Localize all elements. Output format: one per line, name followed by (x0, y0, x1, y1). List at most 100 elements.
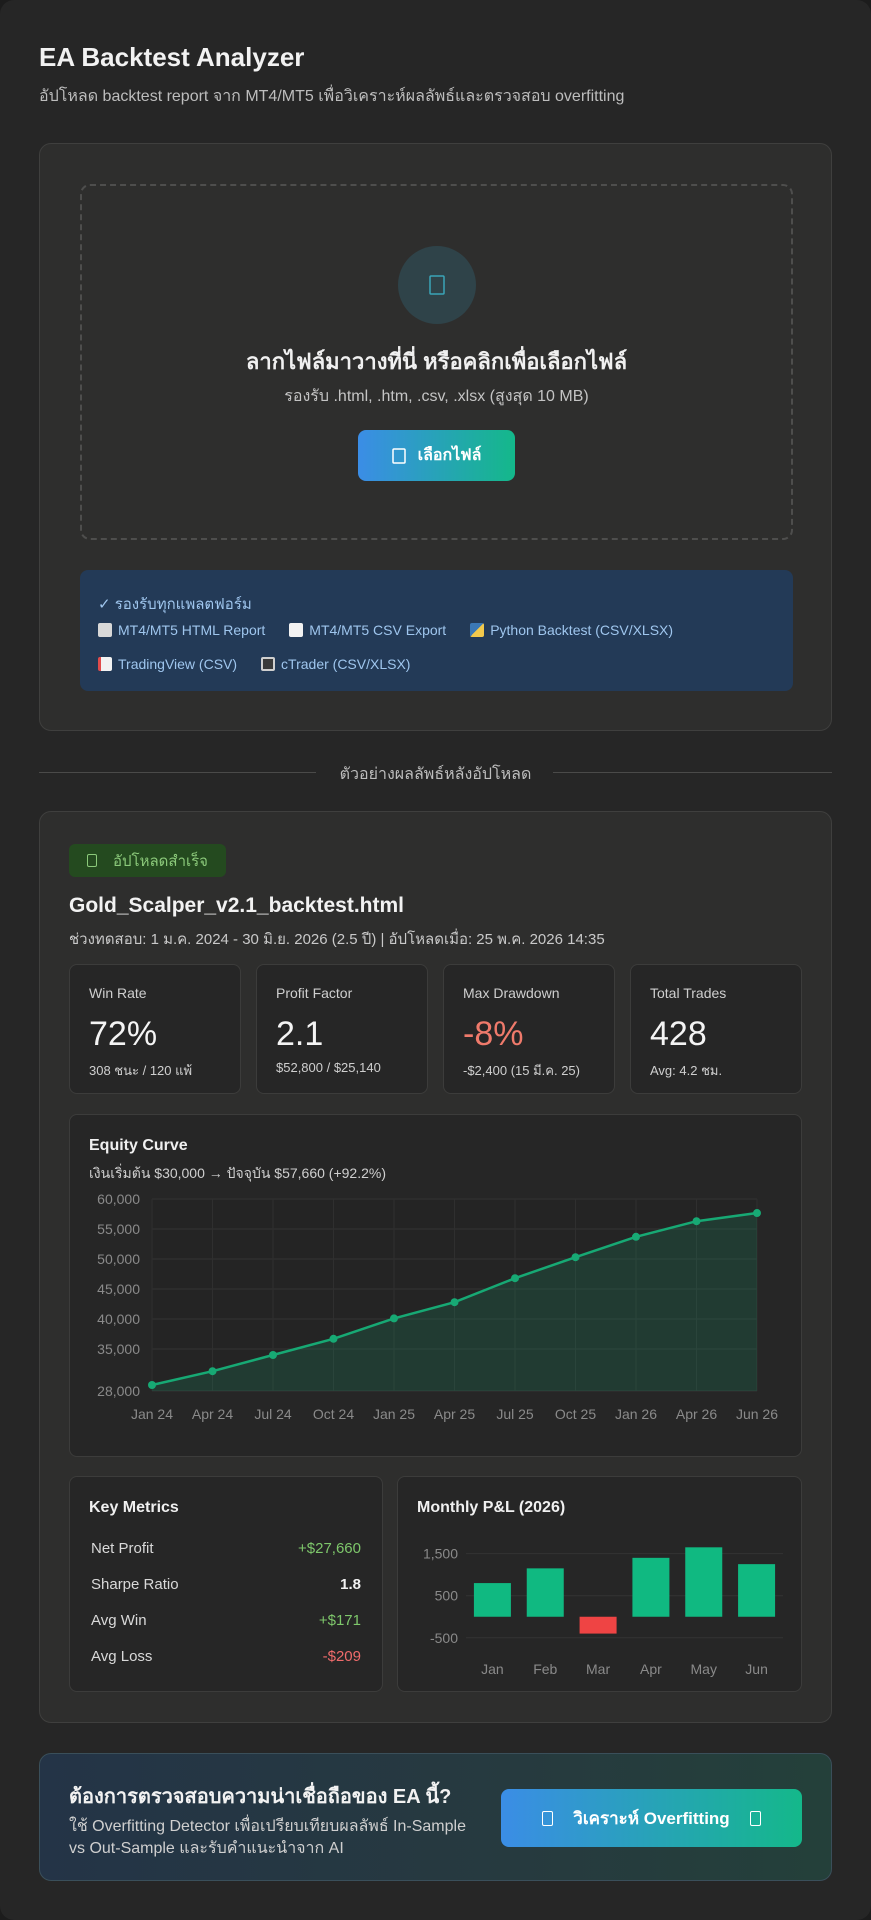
y-tick-label: 28,000 (97, 1383, 140, 1399)
platform-label: MT4/MT5 CSV Export (309, 622, 447, 638)
equity-point (390, 1314, 398, 1323)
dropzone-subtitle: รองรับ .html, .htm, .csv, .xlsx (สูงสุด … (284, 388, 589, 405)
x-tick-label: Apr (640, 1661, 662, 1677)
key-metrics-panel: Key Metrics Net Profit +$27,660 Sharpe R… (69, 1476, 383, 1692)
x-tick-label: Jan (481, 1661, 504, 1677)
arrow-right-icon (749, 1810, 761, 1826)
page-subtitle: อัปโหลด backtest report จาก MT4/MT5 เพื่… (39, 88, 625, 105)
bar-chart-icon (98, 623, 112, 637)
x-tick-label: Jun (745, 1661, 768, 1677)
upload-icon (398, 246, 476, 324)
divider-text: ตัวอย่างผลลัพธ์หลังอัปโหลด (339, 766, 532, 783)
platforms-row-1: MT4/MT5 HTML Report MT4/MT5 CSV Export P… (98, 622, 673, 638)
divider-line-left (39, 772, 316, 773)
key-metrics-title: Key Metrics (89, 1499, 179, 1516)
metric-value: -$209 (322, 1648, 361, 1665)
document-icon (289, 623, 304, 637)
y-tick-label: 55,000 (97, 1221, 140, 1237)
x-tick-label: May (691, 1661, 717, 1677)
equity-point (329, 1334, 338, 1343)
divider-line-right (553, 772, 832, 773)
equity-point (632, 1232, 640, 1241)
equity-point (511, 1274, 519, 1283)
platform-item: TradingView (CSV) (98, 656, 237, 672)
metric-row-avg-loss: Avg Loss -$209 (91, 1648, 361, 1665)
platform-item: cTrader (CSV/XLSX) (261, 656, 410, 672)
equity-point (753, 1209, 761, 1218)
pnl-bar (526, 1568, 564, 1617)
monthly-title: Monthly P&L (2026) (417, 1499, 566, 1516)
equity-subtitle: เงินเริ่มต้น $30,000 → ปัจจุบัน $57,660 … (89, 1165, 386, 1181)
x-tick-label: Jan 26 (615, 1406, 657, 1422)
upload-card: ลากไฟล์มาวางที่นี่ หรือคลิกเพื่อเลือกไฟล… (39, 143, 832, 731)
x-tick-label: Jan 24 (131, 1406, 173, 1422)
equity-point (692, 1217, 701, 1226)
stat-sub: Avg: 4.2 ชม. (650, 1063, 723, 1078)
file-meta: ช่วงทดสอบ: 1 ม.ค. 2024 - 30 มิ.ย. 2026 (… (69, 931, 605, 948)
platform-label: Python Backtest (CSV/XLSX) (490, 622, 674, 638)
stat-card-total-trades: Total Trades 428 Avg: 4.2 ชม. (630, 964, 802, 1094)
laptop-icon (261, 657, 276, 671)
file-dropzone[interactable]: ลากไฟล์มาวางที่นี่ หรือคลิกเพื่อเลือกไฟล… (80, 184, 793, 540)
pnl-bar (579, 1616, 617, 1634)
x-tick-label: Feb (533, 1661, 557, 1677)
y-tick-label: -500 (430, 1630, 458, 1646)
stat-value: 72% (89, 1015, 158, 1053)
stat-sub: $52,800 / $25,140 (276, 1060, 381, 1075)
success-badge: อัปโหลดสำเร็จ (69, 844, 226, 877)
platform-item: Python Backtest (CSV/XLSX) (470, 622, 673, 638)
y-tick-label: 40,000 (97, 1311, 140, 1327)
file-name: Gold_Scalper_v2.1_backtest.html (69, 894, 404, 917)
pnl-bar (632, 1557, 670, 1617)
equity-point (450, 1298, 459, 1307)
x-tick-label: Jan 25 (373, 1406, 415, 1422)
line-chart-icon (98, 657, 112, 671)
stat-card-profit-factor: Profit Factor 2.1 $52,800 / $25,140 (256, 964, 428, 1094)
x-tick-label: Jul 24 (254, 1406, 292, 1422)
stat-label: Win Rate (89, 985, 147, 1001)
result-card: อัปโหลดสำเร็จ Gold_Scalper_v2.1_backtest… (39, 811, 832, 1723)
platform-label: TradingView (CSV) (118, 656, 238, 672)
x-tick-label: Apr 25 (434, 1406, 475, 1422)
monthly-pnl-panel: -500 500 1,500 Jan Feb Mar Apr May Jun Monthly P… (397, 1476, 802, 1692)
y-tick-label: 35,000 (97, 1341, 140, 1357)
analyze-button-label: วิเคราะห์ Overfitting (573, 1808, 730, 1828)
y-tick-label: 45,000 (97, 1281, 140, 1297)
equity-curve-panel: Equity Curve เงินเริ่มต้น $30,000 → ปัจจ… (69, 1114, 802, 1457)
equity-point (148, 1381, 156, 1389)
stat-value: -8% (463, 1015, 524, 1053)
metric-value: +$27,660 (298, 1540, 361, 1557)
stat-card-win-rate: Win Rate 72% 308 ชนะ / 120 แพ้ (69, 964, 241, 1094)
metric-value: 1.8 (340, 1576, 361, 1593)
equity-point (208, 1367, 217, 1376)
equity-point (571, 1253, 580, 1262)
search-icon (542, 1810, 554, 1826)
platform-item: MT4/MT5 HTML Report (98, 622, 265, 638)
x-tick-label: Apr 24 (192, 1406, 233, 1422)
success-badge-label: อัปโหลดสำเร็จ (113, 852, 208, 870)
cta-title: ต้องการตรวจสอบความน่าเชื่อถือของ EA นี้? (69, 1786, 452, 1808)
stat-sub: 308 ชนะ / 120 แพ้ (89, 1063, 193, 1078)
cta-description: ใช้ Overfitting Detector เพื่อเปรียบเทีย… (69, 1818, 466, 1857)
monthly-chart: -500 500 1,500 Jan Feb Mar Apr May Jun (423, 1546, 783, 1677)
page-title: EA Backtest Analyzer (39, 42, 305, 72)
y-tick-label: 60,000 (97, 1191, 140, 1207)
equity-area (152, 1213, 757, 1391)
x-tick-label: Oct 25 (555, 1406, 596, 1422)
y-tick-label: 1,500 (423, 1546, 458, 1562)
analyze-overfitting-button[interactable]: วิเคราะห์ Overfitting (501, 1789, 802, 1847)
file-icon (391, 447, 406, 464)
equity-point (269, 1351, 277, 1359)
equity-chart: 28,000 35,000 40,000 45,000 50,000 55,000 60,0… (97, 1191, 778, 1422)
platform-label: cTrader (CSV/XLSX) (281, 656, 411, 672)
stat-card-max-drawdown: Max Drawdown -8% -$2,400 (15 มี.ค. 25) (443, 964, 615, 1094)
stat-label: Total Trades (650, 985, 727, 1001)
platforms-heading: ✓ รองรับทุกแพลตฟอร์ม (98, 596, 252, 613)
metric-label: Avg Loss (91, 1648, 153, 1665)
x-tick-label: Mar (586, 1661, 610, 1677)
choose-file-button[interactable]: เลือกไฟล์ (358, 430, 515, 481)
x-tick-label: Jul 25 (496, 1406, 534, 1422)
metric-label: Net Profit (91, 1540, 154, 1557)
metric-row-avg-win: Avg Win +$171 (91, 1612, 361, 1629)
